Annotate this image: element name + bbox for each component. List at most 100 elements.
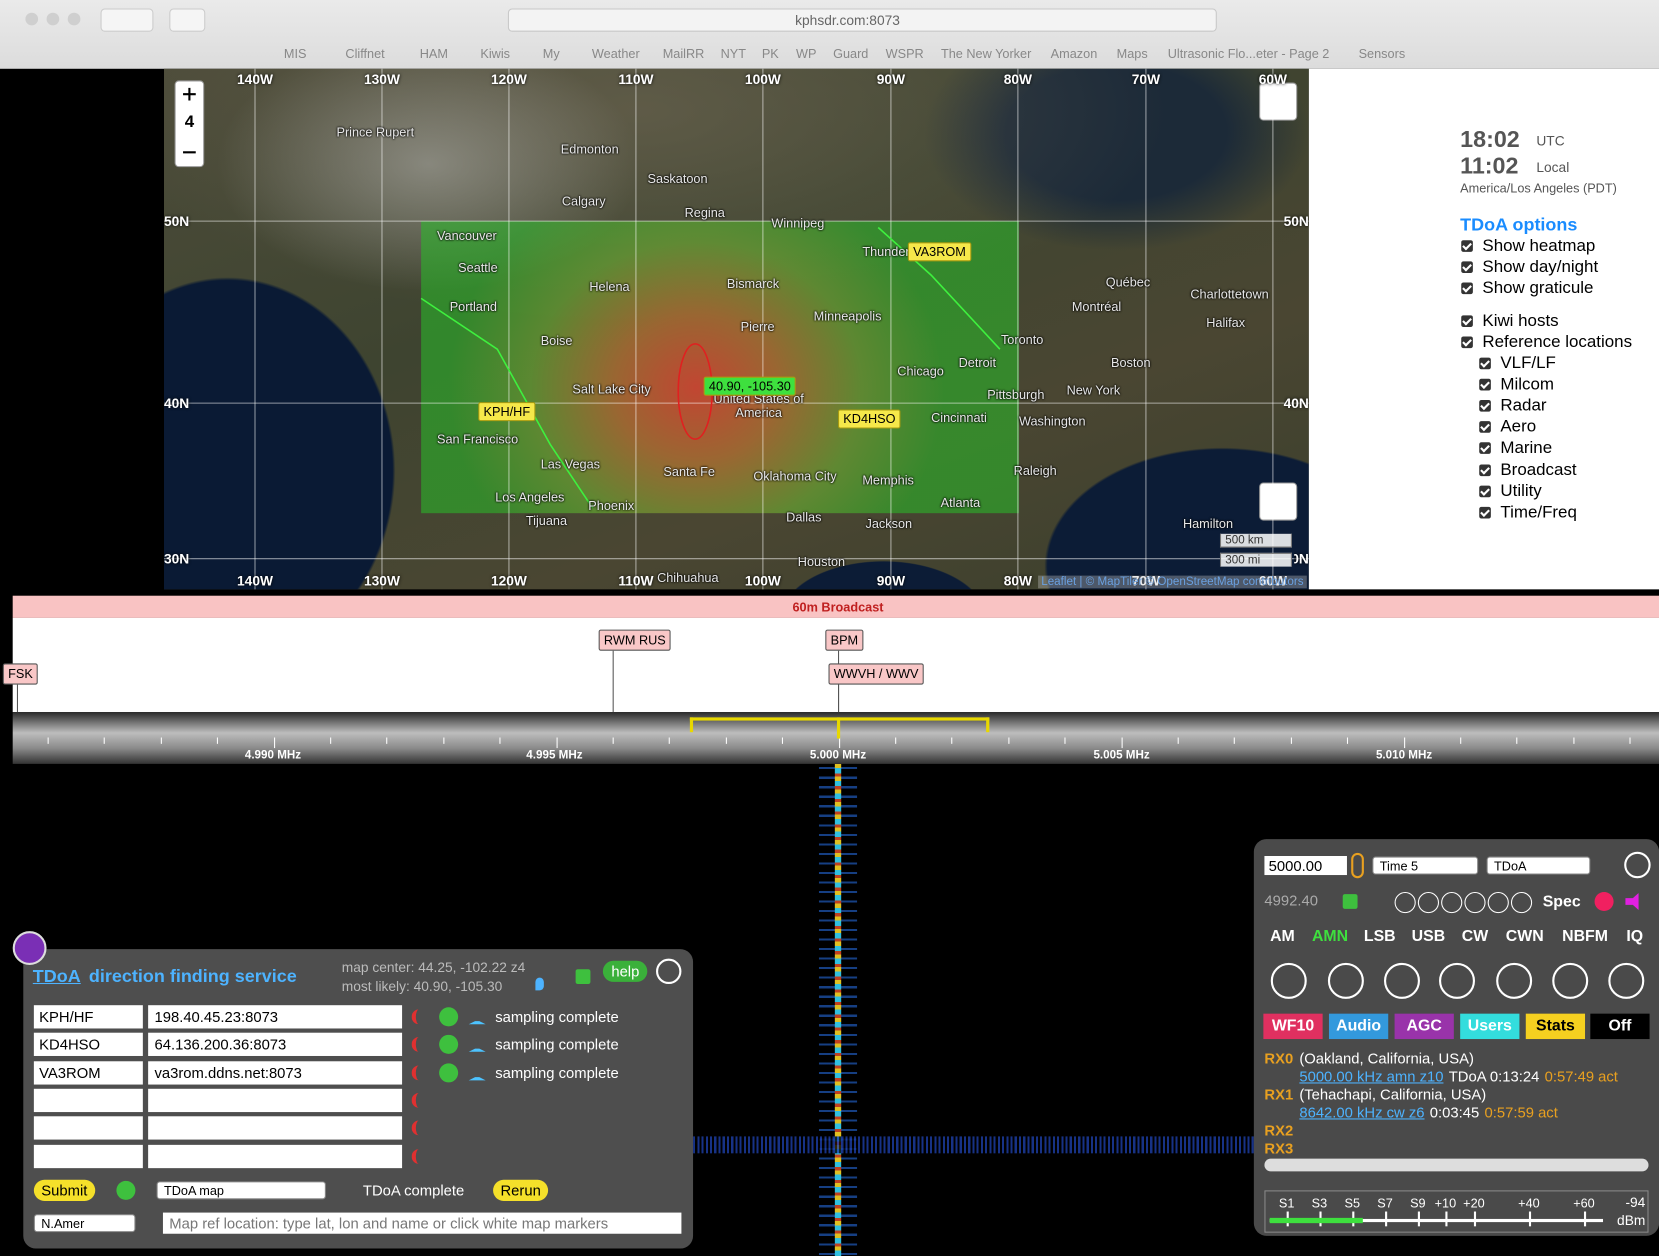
- mode-button[interactable]: LSB: [1363, 927, 1396, 946]
- bookmark[interactable]: WP: [796, 46, 817, 62]
- bookmark[interactable]: Maps: [1116, 46, 1148, 62]
- bookmark[interactable]: My: [542, 46, 560, 62]
- checkbox[interactable]: [1479, 400, 1491, 412]
- panel-tab[interactable]: Stats: [1525, 1013, 1586, 1040]
- download-icon[interactable]: [468, 1035, 486, 1052]
- user-tuning[interactable]: 8642.00 kHz cw z6: [1299, 1103, 1425, 1121]
- tdoa-link[interactable]: TDoA: [32, 966, 81, 987]
- bookmark[interactable]: The New Yorker: [940, 46, 1032, 62]
- station-label[interactable]: BPM: [825, 629, 864, 651]
- panel-tab[interactable]: WF10: [1263, 1013, 1323, 1040]
- nav-buttons[interactable]: [100, 8, 154, 32]
- tool-button[interactable]: [1383, 962, 1420, 999]
- host-name-field[interactable]: [33, 1061, 143, 1085]
- bookmark[interactable]: NYT: [720, 46, 746, 62]
- attribution[interactable]: Leaflet | © MapTiler © OpenStreetMap con…: [1038, 575, 1307, 589]
- host-url-field[interactable]: [148, 1005, 403, 1029]
- host-url-field[interactable]: [148, 1088, 403, 1113]
- mode-button[interactable]: AM: [1270, 927, 1295, 946]
- zoom-step-button[interactable]: [1487, 891, 1509, 914]
- zoom-step-button[interactable]: [1417, 891, 1440, 914]
- mode-button[interactable]: IQ: [1626, 927, 1644, 946]
- bookmark[interactable]: Ultrasonic Flo...eter - Page 2: [1167, 46, 1330, 62]
- draw-control[interactable]: [1259, 482, 1298, 521]
- host-marker[interactable]: VA3ROM: [907, 242, 972, 262]
- mode-button[interactable]: CW: [1461, 927, 1489, 946]
- bookmark[interactable]: Cliffnet: [345, 46, 385, 62]
- zoom-in[interactable]: [177, 85, 202, 106]
- region-select[interactable]: N.Amer: [33, 1214, 136, 1233]
- remove-icon[interactable]: [411, 1036, 427, 1052]
- host-name-field[interactable]: [33, 1005, 143, 1029]
- checkbox[interactable]: [1461, 282, 1473, 295]
- spec-button[interactable]: Spec: [1542, 892, 1581, 911]
- mode-button[interactable]: USB: [1411, 927, 1446, 946]
- tool-button[interactable]: [1439, 962, 1475, 999]
- tool-button[interactable]: [1608, 962, 1645, 999]
- url-bar[interactable]: [507, 8, 1217, 32]
- user-tuning[interactable]: 5000.00 kHz amn z10: [1299, 1067, 1444, 1085]
- map-select[interactable]: TDoA map: [156, 1181, 326, 1200]
- panel-tab[interactable]: AGC: [1394, 1013, 1454, 1040]
- host-marker[interactable]: KD4HSO: [838, 409, 901, 429]
- mode-button[interactable]: CWN: [1505, 927, 1544, 946]
- rerun-button[interactable]: Rerun: [493, 1179, 549, 1201]
- checkbox[interactable]: [1479, 357, 1491, 370]
- play-button[interactable]: [1624, 851, 1651, 879]
- tool-button[interactable]: [1496, 962, 1533, 999]
- download-icon[interactable]: [468, 1063, 486, 1081]
- checkbox[interactable]: [1479, 506, 1491, 519]
- zoom-step-button[interactable]: [1464, 891, 1486, 914]
- step-icon[interactable]: [1351, 852, 1364, 879]
- mode-button[interactable]: AMN: [1311, 927, 1349, 946]
- remove-icon[interactable]: [411, 1009, 427, 1025]
- bookmark[interactable]: Kiwis: [480, 46, 511, 62]
- host-url-field[interactable]: [148, 1116, 403, 1140]
- layers-control[interactable]: [1259, 82, 1298, 121]
- record-button[interactable]: [1594, 891, 1614, 912]
- checkbox[interactable]: [1479, 442, 1491, 455]
- station-label[interactable]: RWM RUS: [598, 629, 672, 651]
- tool-button[interactable]: [1552, 962, 1589, 999]
- checkbox[interactable]: [1479, 485, 1491, 497]
- remove-icon[interactable]: [411, 1149, 427, 1164]
- freq-input[interactable]: 5000.00: [1264, 856, 1347, 876]
- close-button[interactable]: [656, 958, 682, 985]
- bookmark[interactable]: Amazon: [1050, 46, 1098, 62]
- mode-button[interactable]: NBFM: [1562, 927, 1608, 946]
- bookmark[interactable]: WSPR: [885, 46, 924, 62]
- download-icon[interactable]: [468, 1007, 486, 1025]
- host-name-field[interactable]: [33, 1032, 143, 1056]
- bookmark[interactable]: HAM: [419, 46, 448, 62]
- bookmark[interactable]: MIS: [283, 46, 307, 62]
- host-url-field[interactable]: [148, 1061, 403, 1085]
- bookmark[interactable]: PK: [761, 46, 779, 62]
- sidebar-button[interactable]: [169, 8, 206, 32]
- zoom-step-button[interactable]: [1394, 891, 1416, 914]
- bookmark[interactable]: Sensors: [1358, 46, 1406, 62]
- bookmark[interactable]: MailRR: [662, 46, 705, 62]
- zoom-step-button[interactable]: [1510, 891, 1533, 914]
- panel-tab[interactable]: Audio: [1328, 1013, 1389, 1040]
- checkbox[interactable]: [1461, 240, 1473, 252]
- station-label[interactable]: FSK: [2, 663, 39, 685]
- submit-button[interactable]: Submit: [33, 1179, 95, 1201]
- host-url-field[interactable]: [148, 1144, 403, 1169]
- host-marker[interactable]: KPH/HF: [478, 402, 536, 422]
- remove-icon[interactable]: [411, 1093, 427, 1108]
- host-name-field[interactable]: [33, 1144, 143, 1169]
- host-name-field[interactable]: [33, 1088, 143, 1113]
- bookmark[interactable]: Weather: [591, 46, 640, 62]
- tdoa-icon[interactable]: [12, 931, 47, 965]
- remove-icon[interactable]: [411, 1065, 427, 1081]
- checkbox[interactable]: [1461, 315, 1473, 327]
- checkbox[interactable]: [1479, 378, 1491, 391]
- host-url-field[interactable]: [148, 1032, 403, 1056]
- help-button[interactable]: help: [602, 960, 648, 982]
- panel-tab[interactable]: Off: [1590, 1013, 1650, 1040]
- time-select[interactable]: Time 5: [1372, 856, 1479, 875]
- tool-button[interactable]: [1327, 962, 1364, 999]
- bookmark[interactable]: Guard: [833, 46, 869, 62]
- zoom-out[interactable]: [177, 142, 202, 163]
- ext-select[interactable]: TDoA: [1486, 856, 1591, 875]
